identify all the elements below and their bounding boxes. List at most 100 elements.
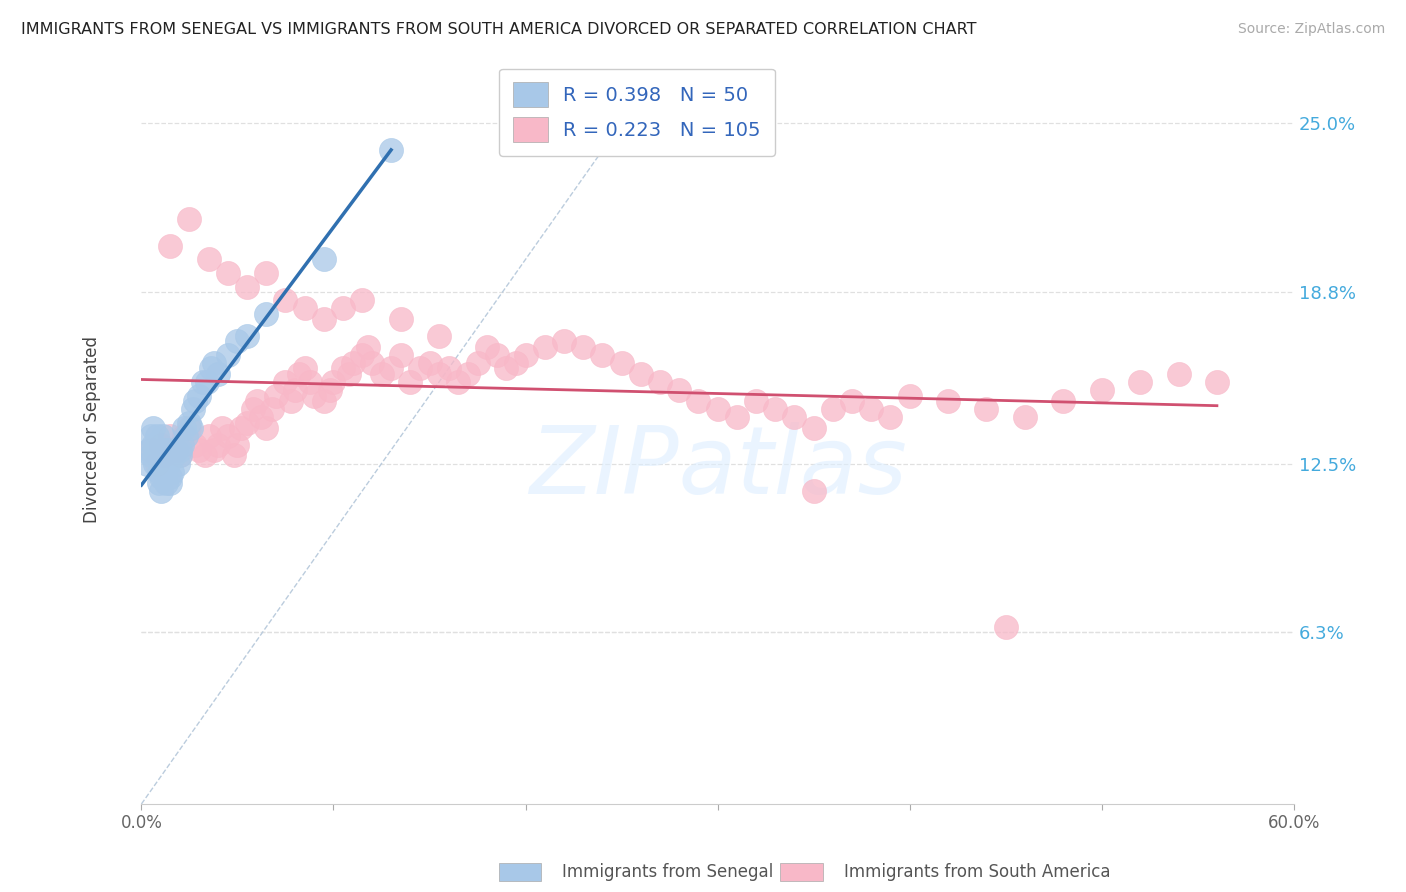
Point xyxy=(841,394,863,409)
Point xyxy=(312,252,335,267)
Point xyxy=(389,312,412,326)
Point xyxy=(936,394,959,409)
Point xyxy=(197,429,219,443)
Text: Immigrants from South America: Immigrants from South America xyxy=(844,863,1111,881)
Point xyxy=(274,293,297,308)
Point xyxy=(879,410,901,425)
Point xyxy=(437,361,460,376)
Point xyxy=(159,470,181,484)
Point xyxy=(312,312,335,326)
Point xyxy=(370,367,392,381)
Point xyxy=(179,211,201,226)
Point xyxy=(211,421,233,435)
Point xyxy=(160,465,183,479)
Point xyxy=(179,416,201,430)
Point xyxy=(174,429,197,443)
Point xyxy=(505,356,527,370)
Point xyxy=(184,394,207,409)
Point xyxy=(357,339,380,353)
Point xyxy=(294,301,316,316)
Point xyxy=(194,449,217,463)
Point xyxy=(169,442,191,457)
Point xyxy=(149,483,172,498)
Text: Source: ZipAtlas.com: Source: ZipAtlas.com xyxy=(1237,22,1385,37)
Point xyxy=(457,367,479,381)
Point xyxy=(146,457,169,471)
Point xyxy=(152,429,174,443)
Point xyxy=(427,367,450,381)
Point xyxy=(342,356,364,370)
Point xyxy=(169,449,191,463)
Point xyxy=(264,388,287,402)
Point xyxy=(994,620,1017,634)
Point xyxy=(143,457,166,471)
Point xyxy=(1052,394,1074,409)
Point xyxy=(165,442,187,457)
Point xyxy=(143,442,166,457)
Point xyxy=(217,429,239,443)
Point xyxy=(204,356,226,370)
Point xyxy=(148,465,170,479)
Point xyxy=(146,449,169,463)
Point xyxy=(648,375,671,389)
Point xyxy=(803,421,825,435)
Point xyxy=(591,348,613,362)
Point xyxy=(138,442,160,457)
Point xyxy=(217,266,239,280)
Point xyxy=(236,279,259,293)
Point xyxy=(179,421,201,435)
Point xyxy=(169,449,191,463)
Point xyxy=(976,402,998,417)
Point xyxy=(142,421,165,435)
Legend: R = 0.398   N = 50, R = 0.223   N = 105: R = 0.398 N = 50, R = 0.223 N = 105 xyxy=(499,69,775,155)
Point xyxy=(222,449,245,463)
Point xyxy=(226,437,249,451)
Point xyxy=(485,348,508,362)
Point xyxy=(242,402,264,417)
Point xyxy=(706,402,728,417)
Point xyxy=(155,457,177,471)
Point xyxy=(533,339,555,353)
Point xyxy=(191,375,214,389)
Point xyxy=(495,361,517,376)
Point xyxy=(136,457,159,471)
Point xyxy=(195,375,218,389)
Point xyxy=(427,328,450,343)
Point xyxy=(1206,375,1229,389)
Point xyxy=(184,437,207,451)
Point xyxy=(142,437,165,451)
Point xyxy=(409,361,432,376)
Point xyxy=(197,252,219,267)
Y-axis label: Divorced or Separated: Divorced or Separated xyxy=(83,336,101,523)
Point xyxy=(173,429,195,443)
Point xyxy=(155,475,177,490)
Point xyxy=(688,394,710,409)
Point xyxy=(149,470,172,484)
Text: ZIPatlas: ZIPatlas xyxy=(529,422,907,513)
Point xyxy=(200,361,222,376)
Point xyxy=(204,442,226,457)
Point xyxy=(1167,367,1189,381)
Point xyxy=(153,449,176,463)
Point xyxy=(418,356,440,370)
Point xyxy=(159,239,181,253)
Point xyxy=(181,402,204,417)
Point xyxy=(380,361,402,376)
Point xyxy=(783,410,806,425)
Point xyxy=(860,402,883,417)
Point xyxy=(153,465,176,479)
Point xyxy=(207,437,229,451)
Point xyxy=(572,339,595,353)
Point xyxy=(146,429,169,443)
Point xyxy=(467,356,489,370)
Point xyxy=(1014,410,1036,425)
Point xyxy=(284,383,307,397)
Point xyxy=(745,394,768,409)
Point xyxy=(139,449,162,463)
Point xyxy=(1129,375,1152,389)
Point xyxy=(167,457,190,471)
Point xyxy=(207,367,229,381)
Point xyxy=(260,402,283,417)
Point xyxy=(254,266,277,280)
Point xyxy=(299,375,322,389)
